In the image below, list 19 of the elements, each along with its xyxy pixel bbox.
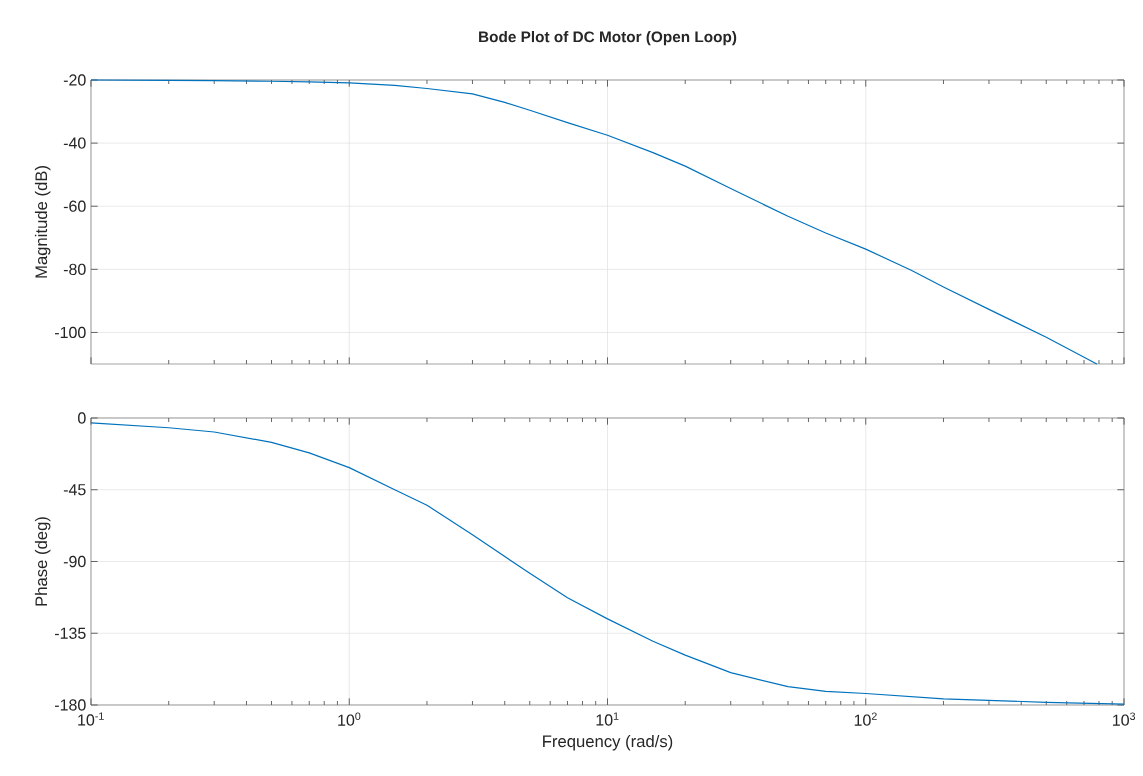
y-axis-title: Phase (deg) xyxy=(34,517,51,606)
y-tick-label: -135 xyxy=(54,627,86,639)
y-tick-label: -100 xyxy=(54,326,86,339)
y-tick-label: -90 xyxy=(63,555,86,568)
y-tick-label: -80 xyxy=(63,263,86,275)
x-tick-label: 10$^{2}$ xyxy=(854,712,877,726)
y-tick-label: -180 xyxy=(54,699,86,711)
x-axis-title: Frequency (rad/s) xyxy=(543,734,673,751)
y-tick-label: 0 xyxy=(78,412,86,424)
y-tick-label: -45 xyxy=(63,484,86,496)
x-tick-label: 10$^{0}$ xyxy=(338,712,361,726)
chart-title: Bode Plot of DC Motor (Open Loop) xyxy=(479,31,737,46)
x-tick-label: 10$^{3}$ xyxy=(1113,712,1136,726)
y-tick-label: -20 xyxy=(63,74,86,86)
y-axis-title: Magnitude (dB) xyxy=(34,166,51,278)
x-tick-label: 10$^{-1}$ xyxy=(78,712,104,726)
y-tick-label: -60 xyxy=(63,200,86,212)
y-tick-label: -40 xyxy=(63,137,86,149)
x-tick-label: 10$^{1}$ xyxy=(596,712,619,726)
